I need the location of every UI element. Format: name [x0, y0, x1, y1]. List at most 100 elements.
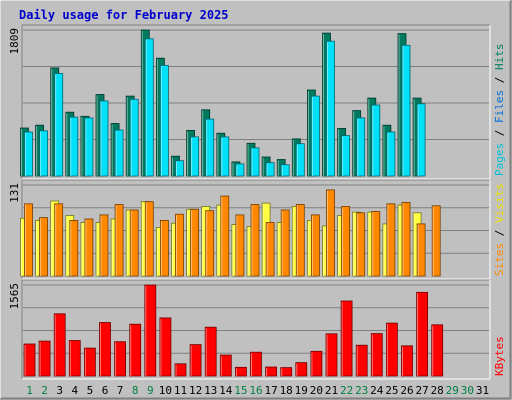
bar-sites-day-13 — [205, 210, 215, 277]
legend-bottom: KBytes — [493, 336, 506, 376]
bar-kbytes-day-14 — [219, 354, 232, 377]
bar-files-day-25 — [386, 131, 396, 177]
bar-sites-day-28 — [431, 205, 441, 277]
legend-entry: Pages — [493, 143, 506, 176]
x-tick-label-29: 29 — [446, 384, 459, 397]
bar-kbytes-day-17 — [265, 366, 278, 377]
x-tick-label-16: 16 — [249, 384, 262, 397]
bar-kbytes-day-4 — [68, 340, 81, 377]
x-tick-label-19: 19 — [295, 384, 308, 397]
bar-kbytes-day-19 — [295, 362, 308, 377]
x-tick-label-31: 31 — [476, 384, 489, 397]
bar-sites-day-9 — [144, 201, 154, 277]
bar-kbytes-day-12 — [189, 344, 202, 377]
bar-files-day-10 — [159, 65, 169, 177]
x-tick-label-26: 26 — [400, 384, 413, 397]
panel-bottom: 1565 KBytes — [8, 279, 506, 380]
x-tick-label-18: 18 — [280, 384, 293, 397]
bar-sites-day-21 — [326, 189, 335, 277]
bar-kbytes-day-5 — [84, 347, 96, 377]
bar-sites-day-15 — [235, 214, 245, 277]
bar-kbytes-day-10 — [159, 317, 172, 377]
bar-kbytes-day-27 — [416, 291, 429, 377]
x-tick-label-2: 2 — [41, 384, 48, 397]
bar-files-day-23 — [356, 117, 366, 177]
bar-kbytes-day-8 — [129, 323, 142, 377]
bar-sites-day-5 — [84, 218, 94, 277]
bar-sites-day-23 — [356, 212, 366, 277]
x-tick-label-25: 25 — [385, 384, 398, 397]
legend-top: Pages / Files / Hits — [493, 44, 506, 177]
bar-files-day-4 — [69, 116, 79, 177]
x-tick-label-21: 21 — [325, 384, 338, 397]
panel-middle: 131 Sites / Visits — [8, 179, 506, 280]
x-tick-label-12: 12 — [189, 384, 202, 397]
bar-kbytes-day-25 — [385, 322, 398, 377]
bar-kbytes-day-7 — [114, 341, 126, 377]
x-tick-label-14: 14 — [219, 384, 233, 397]
x-tick-label-7: 7 — [117, 384, 124, 397]
bar-files-day-21 — [326, 40, 335, 177]
legend-entry: Hits — [493, 44, 506, 71]
bar-files-day-17 — [265, 162, 275, 177]
bar-kbytes-day-18 — [280, 367, 293, 377]
x-tick-label-22: 22 — [340, 384, 353, 397]
bar-sites-day-6 — [99, 214, 109, 277]
chart-title: Daily usage for February 2025 — [19, 8, 229, 22]
bar-files-day-13 — [205, 118, 215, 177]
bar-files-day-5 — [84, 117, 94, 177]
bar-sites-day-18 — [280, 209, 290, 277]
x-tick-label-8: 8 — [132, 384, 139, 397]
ymax-label-top: 1809 — [8, 28, 21, 55]
bar-sites-day-16 — [250, 204, 260, 277]
bar-files-day-11 — [175, 160, 184, 177]
bar-sites-day-25 — [386, 203, 396, 277]
bar-files-day-9 — [144, 38, 154, 177]
bar-kbytes-day-26 — [401, 345, 413, 377]
x-axis-labels: 1 2 3 4 5 6 7 8 9 10 11 12 13 14 15 16 17 18 19 20 21 22 23 24 2… — [26, 384, 489, 397]
ymax-label-middle: 131 — [8, 183, 21, 203]
x-tick-label-23: 23 — [355, 384, 368, 397]
x-tick-label-27: 27 — [415, 384, 428, 397]
bar-files-day-26 — [401, 44, 411, 177]
bar-files-day-14 — [220, 136, 230, 177]
bar-sites-day-27 — [416, 223, 426, 277]
bar-sites-day-17 — [265, 222, 275, 277]
bar-kbytes-day-9 — [144, 284, 157, 377]
x-tick-label-13: 13 — [204, 384, 217, 397]
x-tick-label-11: 11 — [174, 384, 187, 397]
ymax-label-bottom: 1565 — [8, 283, 21, 310]
bar-files-day-18 — [280, 164, 290, 177]
bar-files-day-6 — [99, 100, 109, 177]
bar-kbytes-day-21 — [325, 333, 338, 377]
bar-kbytes-day-22 — [340, 300, 353, 377]
bar-sites-day-1 — [24, 203, 33, 277]
bar-sites-day-26 — [401, 201, 411, 277]
bar-files-day-16 — [250, 147, 260, 177]
bar-sites-day-3 — [54, 203, 64, 277]
legend-entry: Visits — [493, 183, 506, 223]
legend-entry: / — [493, 70, 506, 90]
bar-files-day-3 — [54, 73, 64, 177]
x-tick-label-20: 20 — [310, 384, 323, 397]
bar-kbytes-day-15 — [234, 366, 247, 377]
legend-entry: / — [493, 123, 506, 143]
bar-kbytes-day-28 — [431, 324, 444, 377]
bar-files-day-12 — [190, 136, 200, 177]
x-tick-label-4: 4 — [71, 384, 78, 397]
bar-sites-day-19 — [295, 204, 305, 277]
bar-sites-day-14 — [220, 195, 230, 277]
x-tick-label-9: 9 — [147, 384, 154, 397]
bar-sites-day-10 — [159, 219, 169, 277]
legend-entry: / — [493, 223, 506, 243]
bar-files-day-8 — [129, 98, 139, 177]
x-tick-label-28: 28 — [431, 384, 444, 397]
bar-kbytes-day-13 — [204, 326, 217, 377]
bar-files-day-7 — [114, 129, 124, 177]
x-tick-label-10: 10 — [159, 384, 172, 397]
x-tick-label-5: 5 — [87, 384, 94, 397]
bar-sites-day-20 — [310, 214, 320, 277]
bar-kbytes-day-6 — [99, 322, 111, 377]
bar-sites-day-12 — [190, 208, 200, 277]
x-tick-label-17: 17 — [264, 384, 277, 397]
